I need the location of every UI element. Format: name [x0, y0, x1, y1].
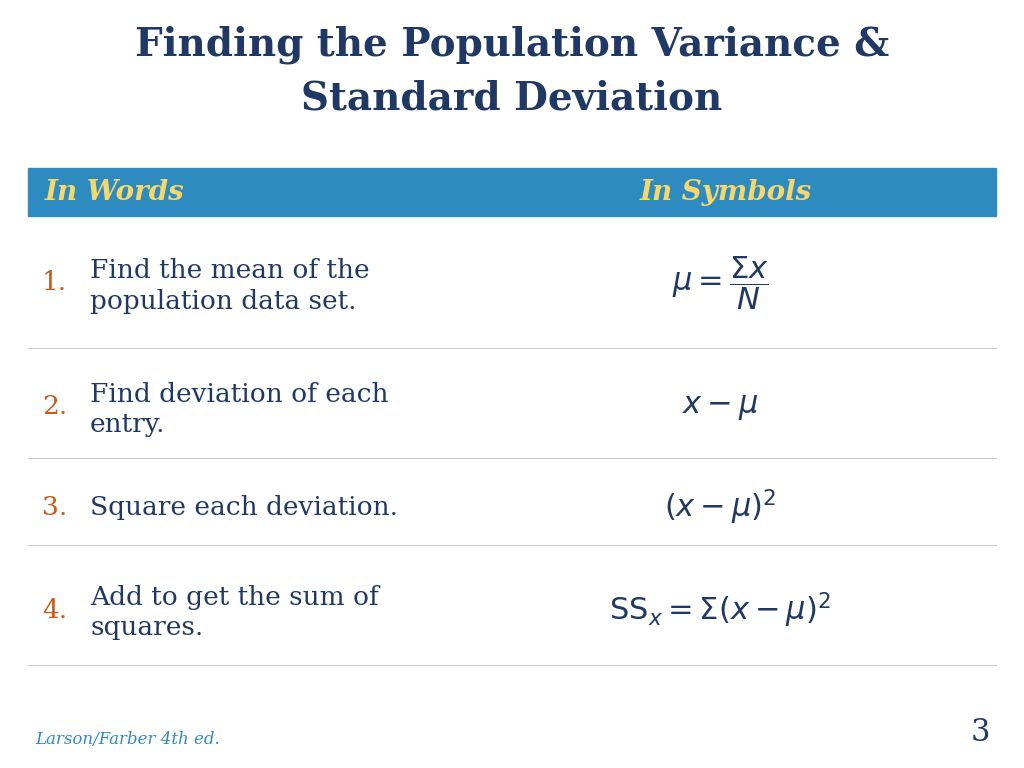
Text: 1.: 1. — [42, 270, 68, 296]
Text: $(x - \mu)^2$: $(x - \mu)^2$ — [664, 488, 776, 528]
Text: $\mu = \dfrac{\Sigma x}{N}$: $\mu = \dfrac{\Sigma x}{N}$ — [672, 254, 768, 312]
Text: Finding the Population Variance &: Finding the Population Variance & — [135, 25, 889, 64]
Text: squares.: squares. — [90, 615, 203, 641]
Text: Find the mean of the: Find the mean of the — [90, 259, 370, 283]
Text: entry.: entry. — [90, 412, 166, 437]
Text: 2.: 2. — [42, 394, 68, 419]
Text: In Symbols: In Symbols — [640, 178, 812, 206]
Text: $\mathrm{SS}_{x} = \Sigma(x - \mu)^2$: $\mathrm{SS}_{x} = \Sigma(x - \mu)^2$ — [609, 591, 830, 630]
Text: 3: 3 — [971, 717, 990, 748]
Text: 3.: 3. — [42, 495, 68, 520]
Text: Find deviation of each: Find deviation of each — [90, 382, 388, 407]
Text: Add to get the sum of: Add to get the sum of — [90, 585, 379, 611]
FancyBboxPatch shape — [28, 168, 996, 216]
Text: $x - \mu$: $x - \mu$ — [682, 391, 758, 422]
Text: In Words: In Words — [45, 178, 184, 206]
Text: population data set.: population data set. — [90, 289, 356, 313]
Text: Standard Deviation: Standard Deviation — [301, 80, 723, 118]
Text: 4.: 4. — [42, 598, 68, 623]
Text: Square each deviation.: Square each deviation. — [90, 495, 398, 520]
Text: Larson/Farber 4th ed.: Larson/Farber 4th ed. — [35, 731, 220, 748]
